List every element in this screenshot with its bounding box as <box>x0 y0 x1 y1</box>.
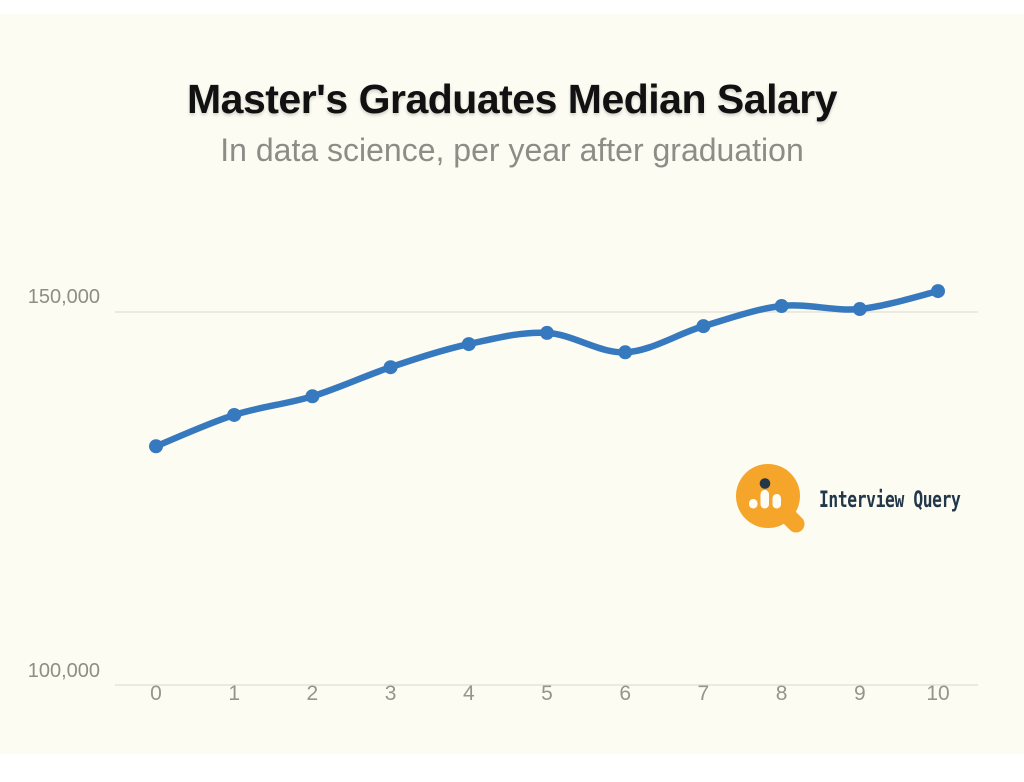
logo-bar-left <box>749 499 758 509</box>
chart-title: Master's Graduates Median Salary <box>186 76 838 122</box>
line-chart <box>115 284 978 686</box>
data-point-marker <box>305 389 320 404</box>
x-axis-tick-label: 4 <box>462 682 475 705</box>
data-point-marker <box>774 299 789 314</box>
data-point-marker <box>618 345 633 360</box>
data-point-marker <box>461 337 476 352</box>
data-point-marker <box>931 284 945 299</box>
data-point-marker <box>149 439 163 454</box>
y-axis-tick-100000: 100,000 <box>27 660 100 682</box>
x-axis-tick-label: 5 <box>541 682 553 705</box>
x-axis-tick-label: 2 <box>306 682 319 705</box>
interview-query-wordmark: Interview Query <box>819 487 961 513</box>
logo-bar-mid <box>760 490 769 509</box>
gridlines <box>115 311 978 686</box>
chart-subtitle: In data science, per year after graduati… <box>220 132 804 168</box>
x-axis-tick-label: 6 <box>619 682 632 705</box>
interview-query-logo: Interview Query <box>736 464 1010 536</box>
x-axis-tick-label: 7 <box>697 682 710 705</box>
interview-query-magnifier-icon <box>736 464 805 533</box>
x-axis-tick-label: 0 <box>150 682 162 705</box>
data-point-marker <box>696 319 711 334</box>
data-point-marker <box>540 325 554 340</box>
salary-data-points <box>149 284 945 454</box>
data-point-marker <box>227 407 242 422</box>
data-point-marker <box>852 302 867 317</box>
data-point-marker <box>383 360 398 375</box>
x-axis-tick-label: 3 <box>384 682 397 705</box>
y-axis-tick-150000: 150,000 <box>27 286 100 308</box>
x-axis-tick-label: 9 <box>853 682 866 705</box>
x-axis-tick-label: 1 <box>228 682 241 705</box>
x-axis-tick-label: 8 <box>775 682 788 705</box>
logo-dot <box>759 478 771 489</box>
salary-line-path <box>152 287 942 450</box>
chart-canvas: Master's Graduates Median Salary In data… <box>0 14 1024 754</box>
logo-bar-right <box>772 494 781 509</box>
x-axis-tick-label: 10 <box>926 682 950 705</box>
